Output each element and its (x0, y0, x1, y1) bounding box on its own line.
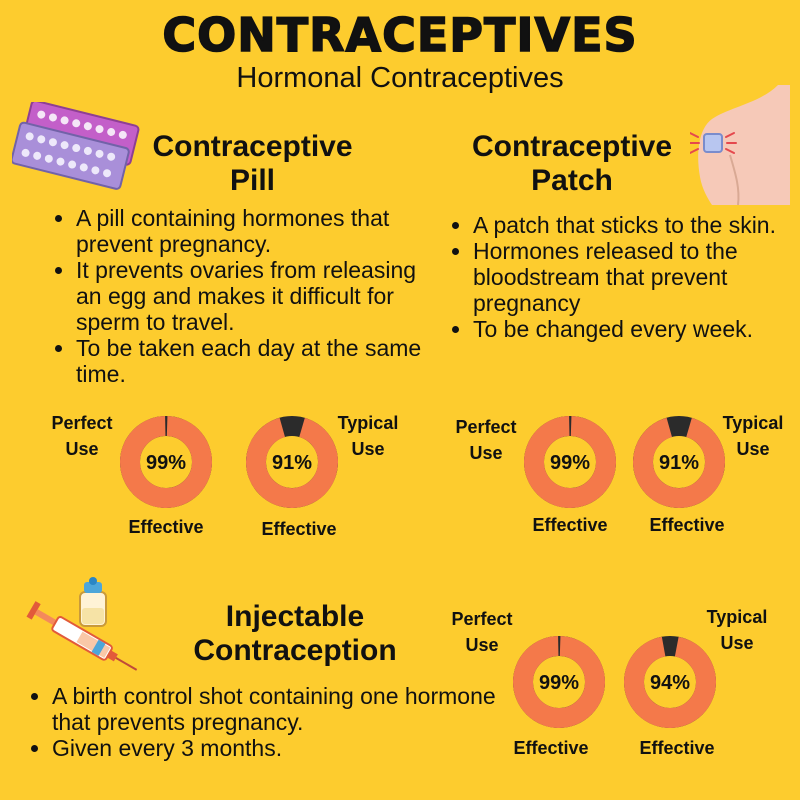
list-item: To be changed every week. (473, 316, 783, 342)
page-subtitle: Hormonal Contraceptives (236, 62, 564, 94)
donut-value-arc (524, 416, 616, 508)
list-item: A birth control shot containing one horm… (52, 683, 522, 735)
injection-typical-effective-label: Effective (639, 738, 715, 758)
injection-perfect-label: Perfect Use (438, 606, 526, 658)
donut-value-arc (513, 636, 605, 728)
shoulder-patch-icon (689, 85, 790, 207)
donut-percent-label: 99% (550, 452, 590, 474)
patch-title-line1: Contraceptive (471, 130, 673, 163)
patch-typical-effective-label: Effective (649, 515, 725, 535)
donut-percent-label: 91% (272, 452, 312, 474)
pill-title: Contraceptive Pill (130, 130, 375, 198)
patch-title: Contraceptive Patch (452, 130, 692, 198)
pill-perfect-use-donut: 99% (120, 416, 212, 508)
pill-perfect-effective-label: Effective (128, 517, 204, 537)
label-line: Use (720, 633, 754, 653)
label-line: Typical (706, 607, 768, 627)
injection-perfect-effective-label: Effective (513, 738, 589, 758)
injection-points: A birth control shot containing one horm… (24, 683, 522, 761)
patch-perfect-effective-label: Effective (532, 515, 608, 535)
injection-title-line2: Contraception (193, 634, 397, 667)
injection-title-line1: Injectable (225, 600, 365, 633)
list-item: A patch that sticks to the skin. (473, 212, 783, 238)
donut-value-arc (633, 416, 725, 508)
label-line: Use (351, 439, 385, 459)
injection-title: Injectable Contraception (150, 600, 440, 668)
patch-title-line2: Patch (531, 164, 613, 197)
donut-percent-label: 99% (539, 672, 579, 694)
patch-perfect-use-donut: 99% (524, 416, 616, 508)
label-line: Use (736, 439, 770, 459)
patch-typical-use-donut: 91% (633, 416, 725, 508)
pill-title-line1: Contraceptive (152, 130, 353, 163)
label-line: Use (465, 635, 499, 655)
page-title: CONTRACEPTIVES (162, 7, 638, 63)
pill-pack-icon (10, 99, 140, 197)
patch-perfect-label: Perfect Use (442, 414, 530, 466)
injection-typical-label: Typical Use (693, 604, 781, 656)
list-item: To be taken each day at the same time. (76, 335, 446, 387)
label-line: Use (469, 443, 503, 463)
patch-points: A patch that sticks to the skin. Hormone… (445, 212, 783, 342)
list-item: A pill containing hormones that prevent … (76, 205, 446, 257)
label-line: Perfect (451, 609, 513, 629)
list-item: Given every 3 months. (52, 735, 522, 761)
label-line: Typical (337, 413, 399, 433)
pill-typical-effective-label: Effective (261, 519, 337, 539)
label-line: Use (65, 439, 99, 459)
pill-typical-use-donut: 91% (246, 416, 338, 508)
donut-percent-label: 91% (659, 452, 699, 474)
pill-points: A pill containing hormones that prevent … (48, 205, 446, 387)
pill-title-line2: Pill (229, 164, 275, 197)
injection-perfect-use-donut: 99% (513, 636, 605, 728)
donut-percent-label: 94% (650, 672, 690, 694)
pill-typical-label: Typical Use (324, 410, 412, 462)
label-line: Perfect (51, 413, 113, 433)
donut-percent-label: 99% (146, 452, 186, 474)
patch-typical-label: Typical Use (709, 410, 797, 462)
label-line: Typical (722, 413, 784, 433)
list-item: Hormones released to the bloodstream tha… (473, 238, 783, 316)
syringe-vial-icon (20, 576, 150, 682)
list-item: It prevents ovaries from releasing an eg… (76, 257, 446, 335)
label-line: Perfect (455, 417, 517, 437)
pill-perfect-label: Perfect Use (38, 410, 126, 462)
injection-typical-use-donut: 94% (624, 636, 716, 728)
